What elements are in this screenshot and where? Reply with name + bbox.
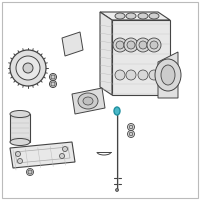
Circle shape: [50, 80, 57, 88]
Circle shape: [51, 75, 55, 79]
Circle shape: [51, 82, 55, 86]
Circle shape: [129, 132, 133, 136]
Ellipse shape: [115, 13, 125, 19]
Ellipse shape: [113, 38, 127, 52]
Ellipse shape: [83, 97, 93, 105]
Circle shape: [10, 50, 46, 86]
Circle shape: [50, 73, 57, 80]
Ellipse shape: [149, 70, 159, 80]
Circle shape: [62, 146, 68, 152]
Ellipse shape: [161, 65, 175, 85]
Ellipse shape: [138, 13, 148, 19]
Polygon shape: [158, 52, 178, 98]
Polygon shape: [62, 32, 83, 56]
Ellipse shape: [126, 70, 136, 80]
Circle shape: [16, 56, 40, 80]
FancyBboxPatch shape: [10, 114, 30, 142]
Circle shape: [128, 123, 134, 130]
Ellipse shape: [116, 41, 124, 49]
Circle shape: [28, 170, 32, 174]
Ellipse shape: [147, 38, 161, 52]
Ellipse shape: [138, 70, 148, 80]
Circle shape: [16, 152, 21, 156]
Ellipse shape: [10, 138, 30, 146]
Ellipse shape: [155, 59, 181, 91]
Polygon shape: [100, 12, 170, 20]
Ellipse shape: [10, 110, 30, 117]
Ellipse shape: [78, 93, 98, 109]
Ellipse shape: [127, 41, 135, 49]
Ellipse shape: [126, 13, 136, 19]
Ellipse shape: [139, 41, 147, 49]
Ellipse shape: [136, 38, 150, 52]
Circle shape: [26, 168, 34, 176]
Circle shape: [18, 158, 22, 164]
Bar: [67, 42, 77, 50]
Ellipse shape: [150, 41, 158, 49]
Circle shape: [128, 130, 134, 138]
Circle shape: [129, 125, 133, 129]
Ellipse shape: [115, 70, 125, 80]
Polygon shape: [72, 88, 105, 114]
Polygon shape: [10, 142, 75, 168]
Ellipse shape: [149, 13, 159, 19]
Circle shape: [23, 63, 33, 73]
Circle shape: [60, 154, 64, 158]
Polygon shape: [19, 53, 25, 61]
Ellipse shape: [124, 38, 138, 52]
Circle shape: [116, 188, 118, 192]
Polygon shape: [112, 20, 170, 95]
Ellipse shape: [114, 107, 120, 115]
Polygon shape: [100, 12, 112, 95]
